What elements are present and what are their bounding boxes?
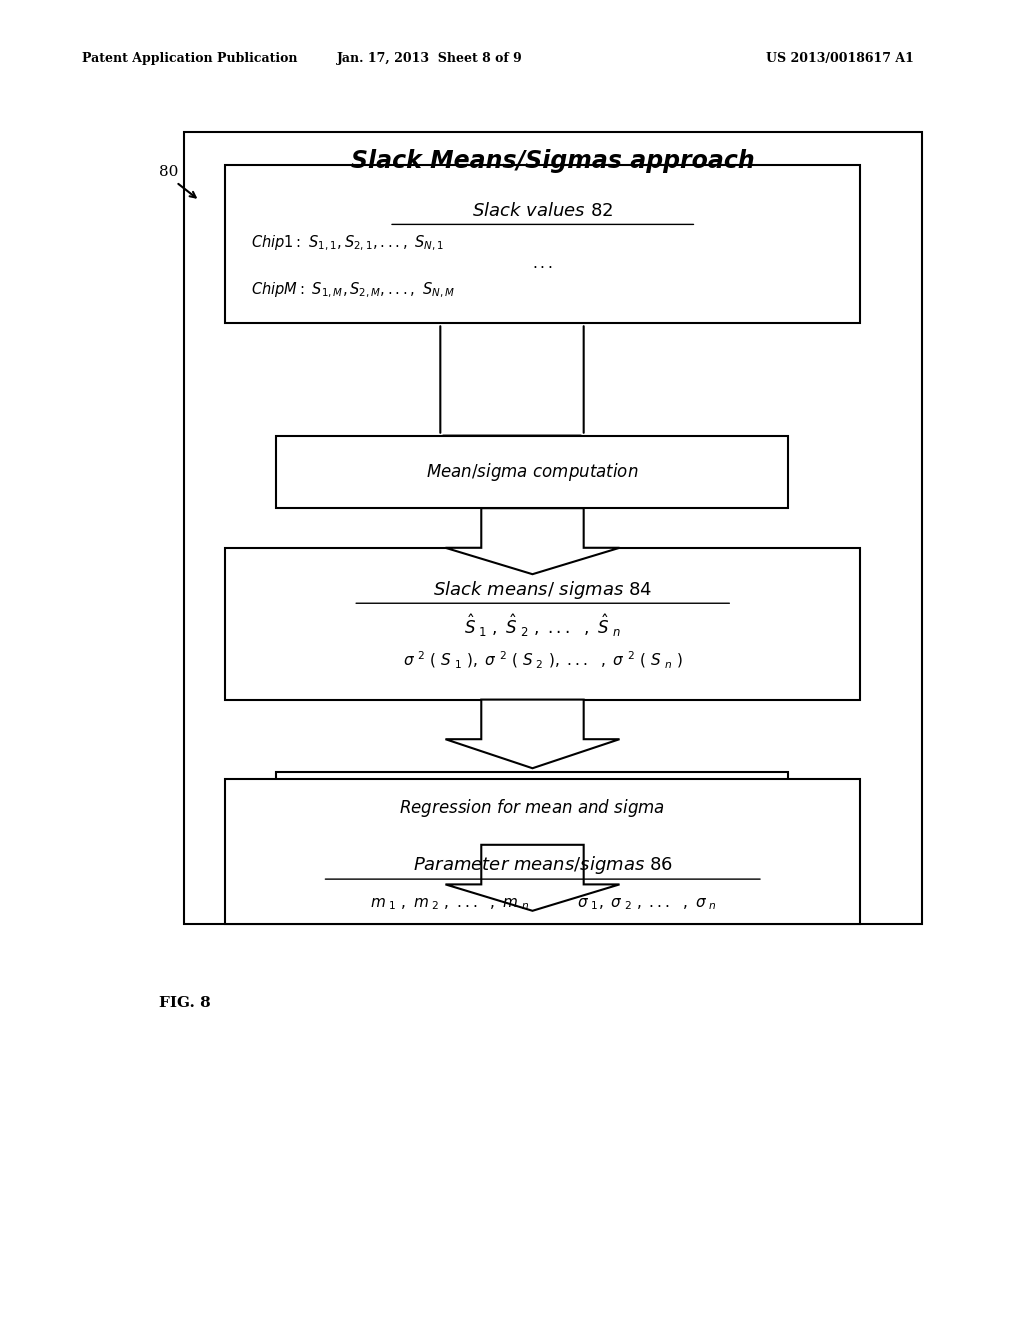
FancyBboxPatch shape [225, 165, 860, 323]
FancyBboxPatch shape [225, 548, 860, 700]
Text: US 2013/0018617 A1: US 2013/0018617 A1 [766, 51, 913, 65]
FancyBboxPatch shape [276, 772, 788, 845]
Text: $...$: $...$ [532, 256, 553, 272]
Text: Patent Application Publication: Patent Application Publication [82, 51, 297, 65]
Text: Jan. 17, 2013  Sheet 8 of 9: Jan. 17, 2013 Sheet 8 of 9 [337, 51, 523, 65]
Text: 80: 80 [159, 165, 178, 178]
Polygon shape [445, 845, 620, 911]
Text: $\mathbf{\mathit{ChipM:\ S_{1,M},S_{2,M},...,\ S_{N,M}}}$: $\mathbf{\mathit{ChipM:\ S_{1,M},S_{2,M}… [251, 281, 455, 300]
Text: $\bf{\it{Slack\ values\ 82}}$: $\bf{\it{Slack\ values\ 82}}$ [472, 202, 613, 220]
FancyBboxPatch shape [184, 132, 922, 924]
Text: FIG. 8: FIG. 8 [159, 997, 211, 1010]
Text: $\mathit{Mean/sigma\ computation}$: $\mathit{Mean/sigma\ computation}$ [426, 461, 639, 483]
FancyBboxPatch shape [225, 779, 860, 924]
Text: $\mathbf{\mathit{Chip1:\ S_{1,1},S_{2,1},...,\ S_{N,1}}}$: $\mathbf{\mathit{Chip1:\ S_{1,1},S_{2,1}… [251, 234, 443, 252]
Text: $\sigma\ ^{2}\ (\ S_{\ 1}\ ),\ \sigma\ ^{2}\ (\ S_{\ 2}\ ),\ ...\ \ ,\ \sigma\ ^: $\sigma\ ^{2}\ (\ S_{\ 1}\ ),\ \sigma\ ^… [402, 649, 683, 671]
Text: $\bf{\it{Parameter\ means/sigmas\ 86}}$: $\bf{\it{Parameter\ means/sigmas\ 86}}$ [413, 854, 673, 875]
Text: $\mathit{Regression\ for\ mean\ and\ sigma}$: $\mathit{Regression\ for\ mean\ and\ sig… [399, 797, 666, 818]
Text: $\bf{\it{Slack\ means/\ sigmas\ 84}}$: $\bf{\it{Slack\ means/\ sigmas\ 84}}$ [433, 579, 652, 601]
Text: Slack Means/Sigmas approach: Slack Means/Sigmas approach [351, 149, 755, 173]
Text: $\hat{S}_{\ 1}\ ,\ \hat{S}_{\ 2}\ ,\ ...\ \ ,\ \hat{S}_{\ n}$: $\hat{S}_{\ 1}\ ,\ \hat{S}_{\ 2}\ ,\ ...… [464, 612, 622, 639]
Polygon shape [445, 700, 620, 768]
FancyBboxPatch shape [276, 436, 788, 508]
Text: $m_{\ 1}\ ,\ m_{\ 2}\ ,\ ...\ \ ,\ m_{\ n}\ \ \ \ \ \ \ \ \ \ \sigma_{\ 1},\ \si: $m_{\ 1}\ ,\ m_{\ 2}\ ,\ ...\ \ ,\ m_{\ … [370, 896, 716, 912]
Polygon shape [445, 508, 620, 574]
